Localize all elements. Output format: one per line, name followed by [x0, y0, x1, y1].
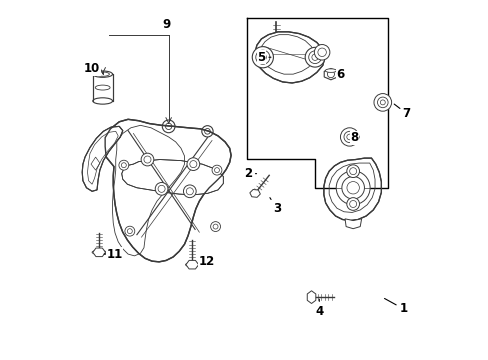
Circle shape: [346, 165, 359, 177]
Text: 12: 12: [198, 255, 214, 268]
Polygon shape: [105, 119, 231, 262]
Circle shape: [343, 131, 355, 143]
Text: 11: 11: [104, 248, 122, 261]
Text: 1: 1: [384, 298, 407, 315]
Polygon shape: [82, 126, 122, 191]
Text: 8: 8: [350, 131, 358, 144]
Polygon shape: [255, 32, 324, 83]
Circle shape: [186, 158, 199, 171]
Polygon shape: [93, 248, 105, 257]
Circle shape: [336, 171, 369, 205]
Circle shape: [346, 198, 359, 210]
Text: 2: 2: [244, 167, 256, 180]
Ellipse shape: [93, 98, 112, 104]
Circle shape: [308, 51, 321, 64]
Text: 5: 5: [257, 51, 270, 64]
Polygon shape: [249, 189, 260, 197]
Circle shape: [155, 183, 167, 195]
Text: 3: 3: [269, 198, 281, 215]
Circle shape: [212, 165, 222, 175]
Ellipse shape: [325, 69, 336, 72]
Polygon shape: [271, 45, 281, 52]
Polygon shape: [185, 260, 198, 269]
Polygon shape: [306, 291, 315, 303]
Circle shape: [252, 47, 273, 68]
Polygon shape: [345, 219, 361, 229]
Ellipse shape: [185, 262, 199, 267]
Circle shape: [141, 153, 154, 166]
Text: 7: 7: [393, 104, 410, 120]
Circle shape: [210, 222, 220, 231]
Circle shape: [119, 160, 128, 170]
Circle shape: [183, 185, 196, 198]
Circle shape: [377, 97, 387, 108]
Polygon shape: [323, 158, 381, 221]
Circle shape: [341, 176, 364, 199]
Text: 6: 6: [336, 68, 344, 81]
Circle shape: [255, 50, 269, 64]
Circle shape: [373, 94, 391, 111]
Circle shape: [340, 128, 358, 146]
Text: 9: 9: [162, 18, 170, 31]
Polygon shape: [122, 159, 223, 195]
Ellipse shape: [92, 250, 106, 255]
Circle shape: [305, 48, 324, 67]
Circle shape: [124, 226, 135, 236]
Ellipse shape: [271, 45, 280, 48]
Text: 10: 10: [84, 62, 100, 75]
Ellipse shape: [93, 71, 112, 77]
Polygon shape: [324, 68, 337, 80]
Text: 4: 4: [315, 299, 323, 318]
Bar: [93, 74, 112, 101]
Circle shape: [314, 45, 329, 60]
